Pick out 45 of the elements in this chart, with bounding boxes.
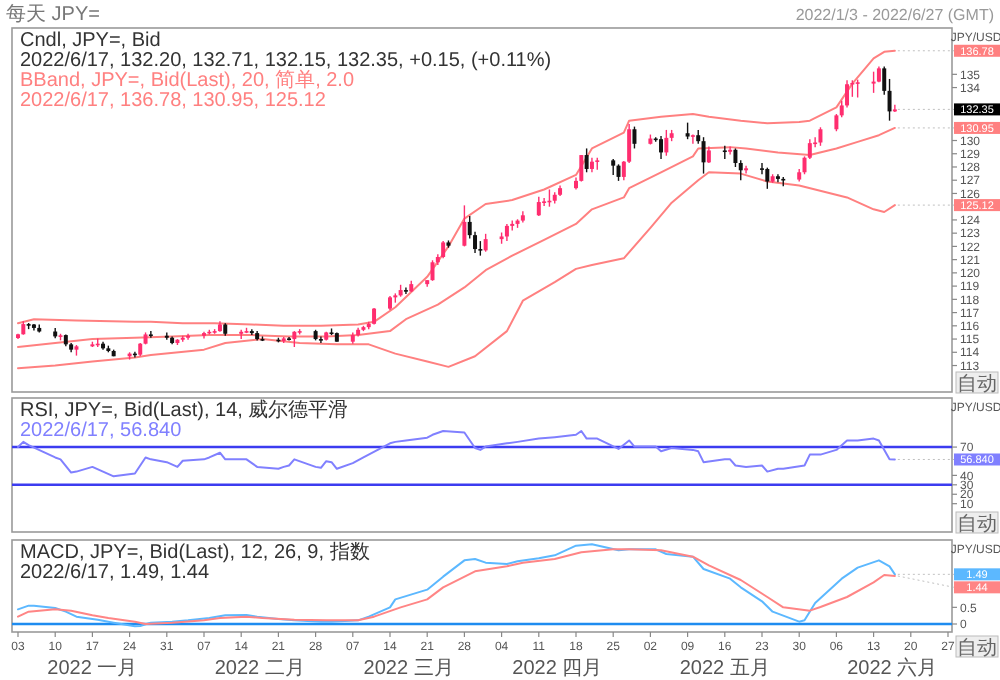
text: 2022/6/17, 56.840 xyxy=(20,420,183,442)
candlestick xyxy=(584,147,589,173)
line-series xyxy=(17,49,896,327)
text: 2022 五月 xyxy=(679,658,770,680)
candlestick xyxy=(722,145,727,160)
chart-title: MACD, JPY=, Bid(Last), 12, 26, 9, 指数 xyxy=(20,540,370,564)
candlestick xyxy=(579,154,584,183)
candlestick xyxy=(403,286,408,295)
candlestick xyxy=(892,103,897,113)
candlestick xyxy=(164,331,169,341)
legend-title: BBand, JPY=, Bid(Last), 20, 简单, 2.0 xyxy=(20,68,355,92)
candlestick xyxy=(632,125,637,150)
annotation: 2022/6/17, 136.78, 130.95, 125.12 xyxy=(20,90,327,112)
candlestick xyxy=(462,204,467,248)
text: 2022 三月 xyxy=(363,658,454,680)
candlestick xyxy=(690,133,695,145)
text: 2022 六月 xyxy=(847,656,938,680)
candlestick xyxy=(664,129,669,157)
candlestick xyxy=(536,196,541,217)
text: 2022/6/17, 132.20, 132.71, 132.15, 132.35, +0.15, (+0.11%) xyxy=(20,50,552,72)
candlestick xyxy=(701,136,706,175)
candlestick xyxy=(318,335,323,344)
auto-button: 自动 xyxy=(955,371,999,396)
auto-button: 自动 xyxy=(955,511,999,536)
candlestick xyxy=(775,173,780,183)
text: 每天 JPY= xyxy=(6,2,101,26)
text: 2022/1/3 - 2022/6/27 (GMT) xyxy=(795,6,995,24)
candlestick xyxy=(845,79,850,109)
candlestick xyxy=(818,126,823,147)
text: 2022/6/17, 1.49, 1.44 xyxy=(20,562,210,584)
candlestick xyxy=(430,259,435,282)
candlestick xyxy=(148,330,153,339)
candlestick xyxy=(728,145,733,156)
candlestick xyxy=(186,333,191,341)
chart-title: RSI, JPY=, Bid(Last), 14, 威尔德平滑 xyxy=(20,398,349,422)
text: 2022 四月 xyxy=(512,658,603,680)
candlestick xyxy=(659,135,664,160)
candlestick xyxy=(744,164,749,175)
text: 2022 二月 xyxy=(214,658,305,680)
text: 2022 一月 xyxy=(47,658,138,680)
candlestick xyxy=(249,328,254,336)
candlestick xyxy=(871,70,876,94)
candlestick xyxy=(765,166,770,190)
auto-button: 自动 xyxy=(955,635,999,660)
chart-title: Cndl, JPY=, Bid xyxy=(20,30,161,52)
